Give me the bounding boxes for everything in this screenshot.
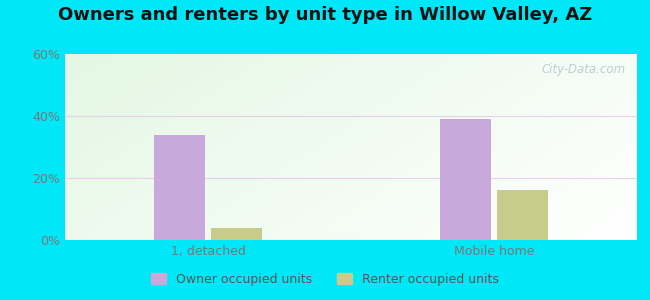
- Bar: [497, 190, 549, 240]
- Text: Owners and renters by unit type in Willow Valley, AZ: Owners and renters by unit type in Willo…: [58, 6, 592, 24]
- Bar: [439, 119, 491, 240]
- Bar: [211, 228, 263, 240]
- Legend: Owner occupied units, Renter occupied units: Owner occupied units, Renter occupied un…: [146, 268, 504, 291]
- Text: City-Data.com: City-Data.com: [541, 63, 625, 76]
- Bar: [153, 135, 205, 240]
